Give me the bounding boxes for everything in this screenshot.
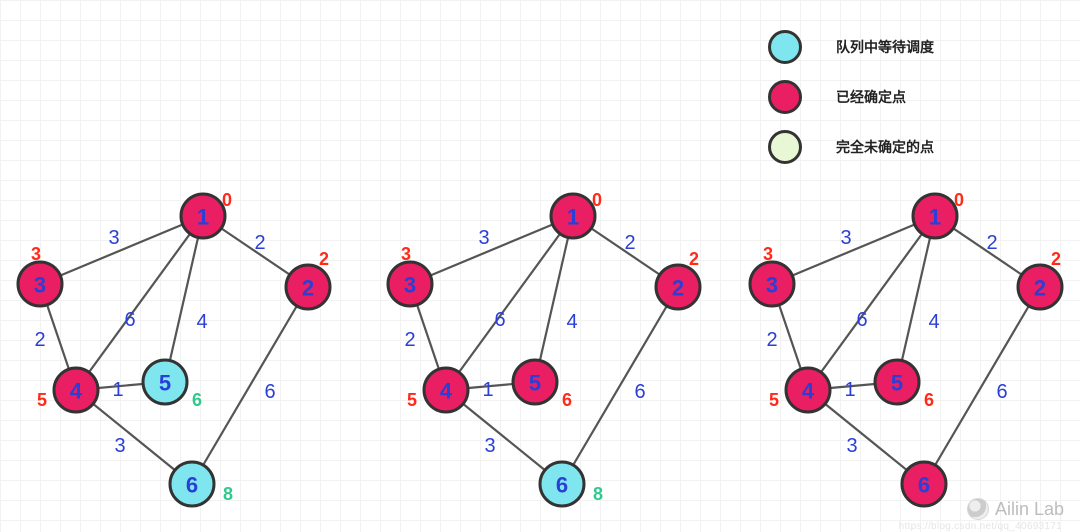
edge-weight-label: 4 [928,311,939,333]
legend: 队列中等待调度 已经确定点 完全未确定的点 [768,22,934,172]
edge-weight-label: 6 [264,381,275,403]
edge-weight-label: 3 [114,435,125,457]
legend-swatch-confirmed [768,80,802,114]
distance-label: 0 [222,190,232,210]
legend-swatch-undetermined [768,130,802,164]
node-label: 2 [302,276,314,301]
edge [924,287,1040,484]
graph-svg: 3264213610223345566 [742,172,1080,522]
edge-weight-label: 3 [846,435,857,457]
legend-swatch-waiting [768,30,802,64]
legend-label-waiting: 队列中等待调度 [836,37,934,57]
watermark-text: Ailin Lab [995,499,1064,520]
edge-weight-label: 2 [986,232,997,254]
graph-panel: 3264213610223345566 [742,172,1080,527]
distance-label: 6 [562,390,572,410]
node-label: 2 [672,276,684,301]
edge-weight-label: 2 [34,329,45,351]
distance-label: 5 [407,390,417,410]
edge-weight-label: 6 [856,309,867,331]
edge [562,287,678,484]
edge-weight-label: 1 [482,379,493,401]
distance-label: 8 [223,484,233,504]
distance-label: 2 [689,249,699,269]
node-label: 1 [567,205,579,230]
edge-weight-label: 3 [484,435,495,457]
edge-weight-label: 3 [108,227,119,249]
node-label: 4 [70,379,83,404]
edge-weight-label: 2 [254,232,265,254]
node-label: 1 [197,205,209,230]
legend-item-waiting: 队列中等待调度 [768,22,934,72]
distance-label: 0 [592,190,602,210]
edge-weight-label: 1 [844,379,855,401]
node-label: 6 [186,473,198,498]
watermark-url: https://blog.csdn.net/qq_40693171 [899,521,1062,532]
graph-svg: 32642136102233455668 [10,172,350,522]
distance-label: 0 [954,190,964,210]
legend-item-undetermined: 完全未确定的点 [768,122,934,172]
edge-weight-label: 6 [124,309,135,331]
edge-weight-label: 4 [566,311,577,333]
legend-item-confirmed: 已经确定点 [768,72,934,122]
distance-label: 2 [319,249,329,269]
node-label: 6 [918,473,930,498]
distance-label: 5 [769,390,779,410]
graph-panel: 32642136102233455668 [380,172,720,527]
wechat-icon [967,498,989,520]
edge-weight-label: 6 [996,381,1007,403]
edge-weight-label: 3 [478,227,489,249]
graph-svg: 32642136102233455668 [380,172,720,522]
graph-panel: 32642136102233455668 [10,172,350,527]
watermark: Ailin Lab [967,498,1064,520]
distance-label: 3 [401,244,411,264]
node-label: 3 [766,273,778,298]
node-label: 1 [929,205,941,230]
edge-weight-label: 2 [404,329,415,351]
edge-weight-label: 6 [634,381,645,403]
node-label: 3 [34,273,46,298]
node-label: 6 [556,473,568,498]
distance-label: 2 [1051,249,1061,269]
edge-weight-label: 2 [766,329,777,351]
node-label: 3 [404,273,416,298]
distance-label: 8 [593,484,603,504]
node-label: 5 [159,371,171,396]
edge [192,287,308,484]
distance-label: 3 [31,244,41,264]
node-label: 4 [802,379,815,404]
edge-weight-label: 3 [840,227,851,249]
distance-label: 3 [763,244,773,264]
distance-label: 5 [37,390,47,410]
distance-label: 6 [924,390,934,410]
edge-weight-label: 2 [624,232,635,254]
node-label: 5 [891,371,903,396]
node-label: 2 [1034,276,1046,301]
legend-label-confirmed: 已经确定点 [836,87,906,107]
node-label: 4 [440,379,453,404]
distance-label: 6 [192,390,202,410]
node-label: 5 [529,371,541,396]
edge-weight-label: 6 [494,309,505,331]
legend-label-undetermined: 完全未确定的点 [836,137,934,157]
edge-weight-label: 1 [112,379,123,401]
edge-weight-label: 4 [196,311,207,333]
